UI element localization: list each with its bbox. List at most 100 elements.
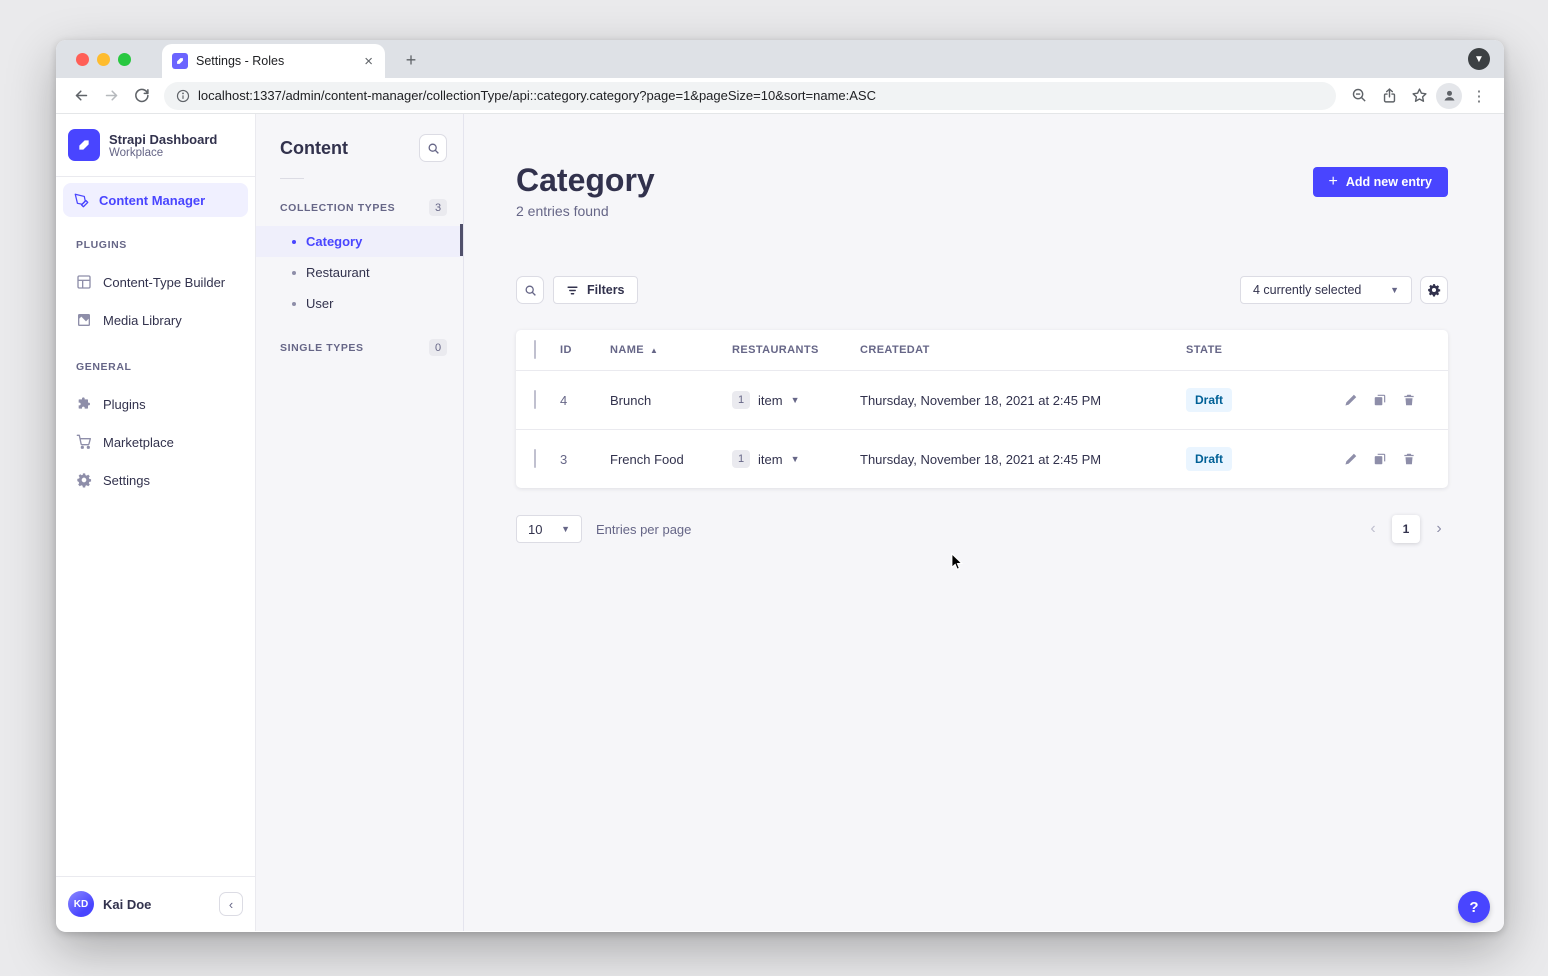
subnav-title: Content <box>280 137 348 158</box>
duplicate-icon[interactable] <box>1373 452 1387 466</box>
cart-icon <box>76 434 91 449</box>
sidebar-item-plugins[interactable]: Plugins <box>56 385 255 423</box>
table-search-button[interactable] <box>516 276 544 304</box>
puzzle-icon <box>78 397 90 409</box>
column-header-name[interactable]: NAME ▲ <box>610 344 659 356</box>
subnav-scrollbar[interactable] <box>460 224 463 256</box>
cell-name: French Food <box>610 451 684 467</box>
image-icon <box>78 314 90 326</box>
table-row[interactable]: 3 French Food 1 item ▼ Thursday, Novembe… <box>516 429 1448 488</box>
table-settings-button[interactable] <box>1420 276 1448 304</box>
user-name: Kai Doe <box>103 896 152 912</box>
minimize-window-button[interactable] <box>97 53 110 66</box>
edit-pencil-icon[interactable] <box>1344 393 1358 407</box>
filter-icon <box>567 286 578 294</box>
tab-bar: Settings - Roles × + ▼ <box>56 40 1504 78</box>
browser-toolbar: localhost:1337/admin/content-manager/col… <box>56 78 1504 114</box>
delete-trash-icon[interactable] <box>1402 452 1416 466</box>
url-bar[interactable]: localhost:1337/admin/content-manager/col… <box>164 81 1336 110</box>
main-content: Category 2 entries found + Add new entry… <box>464 114 1504 931</box>
url-text: localhost:1337/admin/content-manager/col… <box>198 88 876 103</box>
help-button[interactable]: ? <box>1458 891 1490 923</box>
status-badge: Draft <box>1186 447 1233 471</box>
forward-button[interactable] <box>96 81 126 111</box>
single-types-count: 0 <box>429 339 447 356</box>
sidebar-item-content-manager[interactable]: Content Manager <box>63 183 248 217</box>
cell-restaurants[interactable]: 1 item ▼ <box>732 391 860 409</box>
cell-restaurants[interactable]: 1 item ▼ <box>732 450 860 468</box>
browser-tab[interactable]: Settings - Roles × <box>162 44 385 78</box>
row-checkbox[interactable] <box>534 390 536 409</box>
chevron-down-icon: ▼ <box>561 524 570 534</box>
gear-icon <box>77 473 92 488</box>
column-header-createdat: CREATEDAT <box>860 344 930 356</box>
page-title: Category <box>516 162 655 198</box>
edit-pencil-icon[interactable] <box>1344 452 1358 466</box>
cell-id: 3 <box>560 451 568 467</box>
filters-button[interactable]: Filters <box>553 276 638 304</box>
search-icon <box>525 285 536 296</box>
site-info-icon <box>176 89 190 102</box>
sidebar-item-content-type-builder[interactable]: Content-Type Builder <box>56 263 255 301</box>
cell-createdat: Thursday, November 18, 2021 at 2:45 PM <box>860 392 1102 408</box>
sidebar-footer: KD Kai Doe ‹ <box>56 876 255 931</box>
brand-subtitle: Workplace <box>109 146 164 159</box>
tab-close-icon[interactable]: × <box>364 52 373 70</box>
cell-createdat: Thursday, November 18, 2021 at 2:45 PM <box>860 451 1102 467</box>
subnav-item-user[interactable]: User <box>256 288 463 319</box>
chevron-down-icon[interactable]: ▼ <box>790 395 800 405</box>
profile-button[interactable] <box>1434 81 1464 111</box>
subnav-search-button[interactable] <box>419 134 447 162</box>
brand-title: Strapi Dashboard <box>109 131 218 147</box>
browser-menu-icon[interactable]: ⋮ <box>1471 87 1487 105</box>
table-row[interactable]: 4 Brunch 1 item ▼ Thursday, November 18,… <box>516 370 1448 429</box>
relation-count-badge: 1 <box>732 391 750 409</box>
relation-count-badge: 1 <box>732 450 750 468</box>
page-size-select[interactable]: 10 ▼ <box>516 515 582 543</box>
main-sidebar: Strapi Dashboard Workplace Content Manag… <box>56 114 256 931</box>
row-checkbox[interactable] <box>534 449 536 468</box>
delete-trash-icon[interactable] <box>1402 393 1416 407</box>
status-badge: Draft <box>1186 388 1233 412</box>
sidebar-item-marketplace[interactable]: Marketplace <box>56 423 255 461</box>
share-icon[interactable] <box>1374 81 1404 111</box>
current-page-button[interactable]: 1 <box>1392 515 1420 543</box>
bullet-icon <box>292 301 296 306</box>
tab-title: Settings - Roles <box>196 54 285 68</box>
divider <box>280 178 304 179</box>
close-window-button[interactable] <box>76 53 89 66</box>
zoom-out-icon[interactable] <box>1344 81 1374 111</box>
content-subnav: Content COLLECTION TYPES 3 Category Rest… <box>256 114 464 931</box>
sort-ascending-icon: ▲ <box>650 345 659 355</box>
reload-button[interactable] <box>126 81 156 111</box>
search-icon <box>428 143 439 154</box>
entries-found-text: 2 entries found <box>516 203 609 219</box>
bookmark-star-icon[interactable] <box>1404 81 1434 111</box>
columns-select[interactable]: 4 currently selected ▼ <box>1240 276 1412 304</box>
new-tab-button[interactable]: + <box>405 49 417 70</box>
recording-indicator-icon[interactable]: ▼ <box>1468 48 1490 70</box>
duplicate-icon[interactable] <box>1373 393 1387 407</box>
brand: Strapi Dashboard Workplace <box>56 114 255 174</box>
add-new-entry-button[interactable]: + Add new entry <box>1312 167 1448 197</box>
collapse-sidebar-button[interactable]: ‹ <box>219 892 243 916</box>
select-all-checkbox[interactable] <box>534 340 536 359</box>
chevron-down-icon: ▼ <box>1390 285 1399 295</box>
chevron-down-icon[interactable]: ▼ <box>790 454 800 464</box>
pen-icon <box>74 193 89 207</box>
subnav-item-category[interactable]: Category <box>256 226 463 257</box>
next-page-icon[interactable]: › <box>1436 520 1442 537</box>
previous-page-icon[interactable]: ‹ <box>1370 520 1376 537</box>
sidebar-item-media-library[interactable]: Media Library <box>56 301 255 339</box>
subnav-item-restaurant[interactable]: Restaurant <box>256 257 463 288</box>
maximize-window-button[interactable] <box>118 53 131 66</box>
column-header-id: ID <box>560 344 572 356</box>
bullet-icon <box>292 239 296 244</box>
back-button[interactable] <box>66 81 96 111</box>
divider <box>56 176 255 177</box>
traffic-lights <box>76 53 131 66</box>
collection-types-count: 3 <box>429 199 447 216</box>
browser-window: Settings - Roles × + ▼ localhost:1337/ad… <box>56 40 1504 932</box>
layout-icon <box>77 275 91 289</box>
sidebar-item-settings[interactable]: Settings <box>56 461 255 499</box>
